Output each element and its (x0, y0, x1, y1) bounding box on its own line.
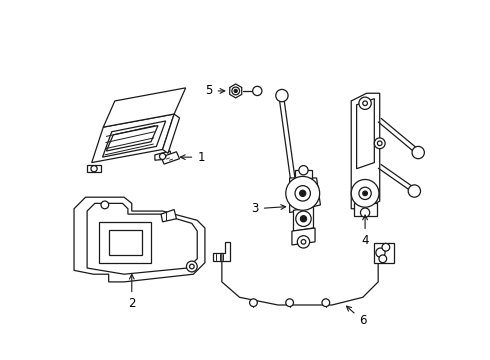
Polygon shape (92, 114, 174, 163)
Circle shape (253, 86, 262, 95)
Circle shape (296, 211, 311, 226)
Circle shape (377, 141, 382, 145)
Circle shape (297, 236, 310, 248)
Circle shape (351, 180, 379, 207)
Polygon shape (102, 121, 166, 157)
Circle shape (376, 248, 385, 257)
Polygon shape (103, 88, 186, 127)
Polygon shape (106, 126, 158, 151)
Circle shape (187, 261, 197, 272)
Circle shape (295, 186, 311, 201)
Polygon shape (357, 99, 374, 169)
Text: 6: 6 (346, 306, 367, 327)
Circle shape (363, 191, 368, 195)
Circle shape (412, 147, 424, 159)
Polygon shape (290, 178, 320, 213)
Circle shape (300, 190, 306, 197)
Polygon shape (161, 152, 179, 164)
Polygon shape (87, 165, 101, 172)
Text: 5: 5 (205, 85, 225, 98)
Polygon shape (109, 230, 142, 255)
Polygon shape (99, 222, 151, 263)
Circle shape (286, 176, 319, 210)
Circle shape (234, 89, 237, 93)
Polygon shape (74, 197, 205, 282)
Text: 4: 4 (361, 215, 369, 247)
Circle shape (408, 185, 420, 197)
Polygon shape (155, 151, 171, 160)
Polygon shape (163, 114, 179, 153)
Polygon shape (292, 228, 315, 245)
Polygon shape (354, 203, 377, 216)
Circle shape (160, 153, 166, 159)
Circle shape (363, 101, 368, 105)
Text: 1: 1 (180, 150, 205, 164)
Text: 2: 2 (128, 274, 136, 310)
Polygon shape (230, 84, 242, 98)
Polygon shape (294, 207, 314, 231)
Circle shape (359, 97, 371, 109)
Polygon shape (213, 242, 229, 261)
Circle shape (101, 201, 109, 209)
Circle shape (91, 166, 97, 172)
Polygon shape (374, 243, 393, 263)
Circle shape (300, 216, 307, 222)
Circle shape (322, 299, 330, 306)
Circle shape (190, 264, 194, 269)
Text: 3: 3 (251, 202, 286, 215)
Polygon shape (351, 93, 380, 209)
Circle shape (379, 255, 387, 263)
Polygon shape (295, 170, 312, 178)
Circle shape (301, 239, 306, 244)
Circle shape (374, 138, 385, 149)
Circle shape (276, 89, 288, 102)
Circle shape (286, 299, 294, 306)
Circle shape (361, 208, 370, 217)
Polygon shape (161, 210, 176, 222)
Circle shape (249, 299, 257, 306)
Circle shape (232, 87, 240, 95)
Polygon shape (87, 203, 197, 274)
Circle shape (299, 166, 308, 175)
Circle shape (359, 187, 371, 199)
Circle shape (382, 243, 390, 251)
